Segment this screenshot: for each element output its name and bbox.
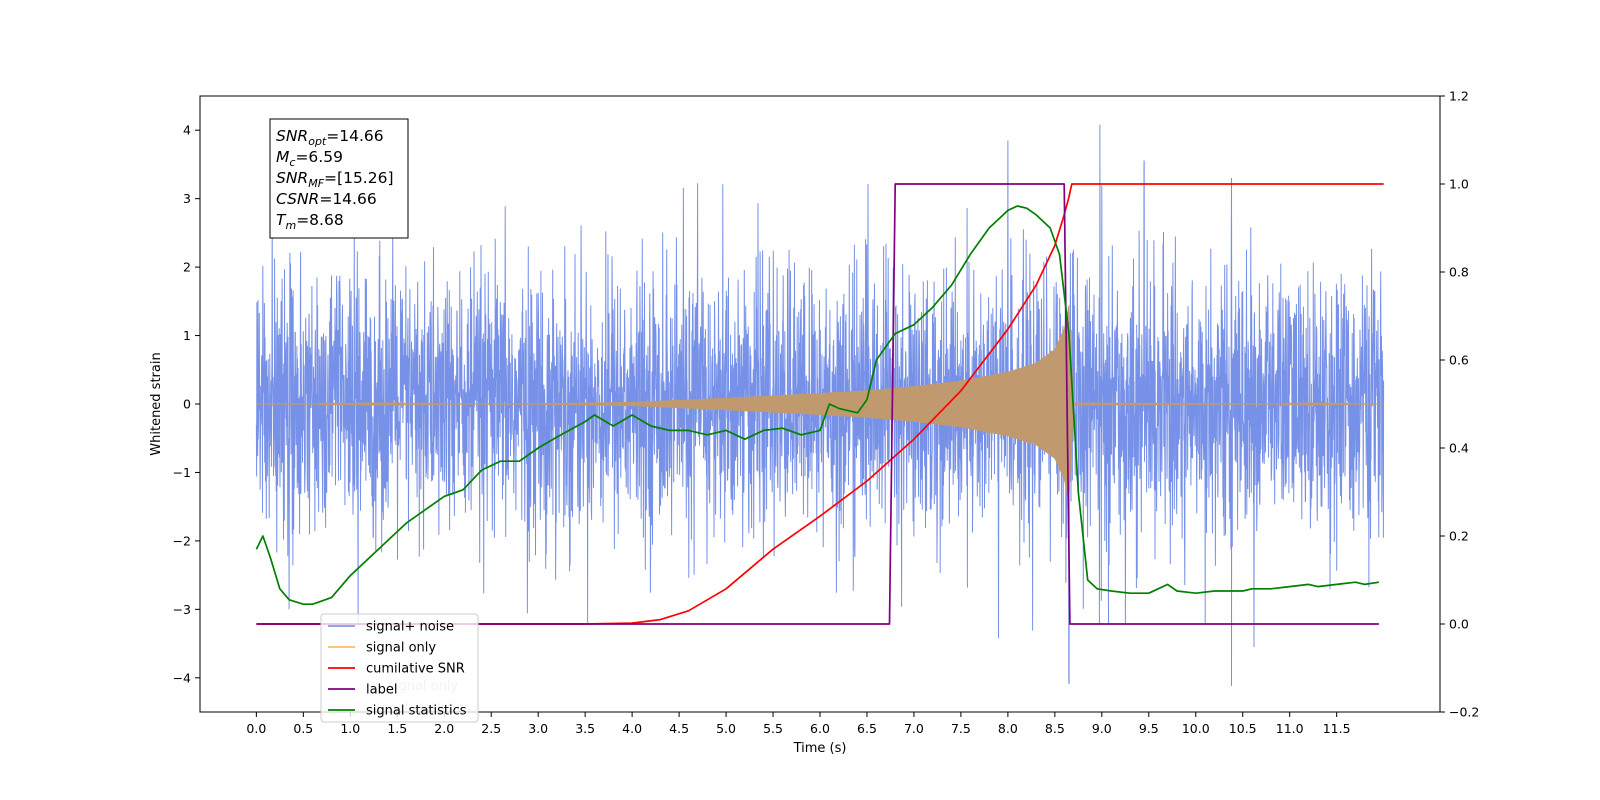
x-tick-label: 5.0 [716,721,736,736]
info-line: SNRMF=[15.26] [276,169,394,190]
info-line-value: =14.66 [326,127,383,145]
x-tick-label: 8.0 [998,721,1018,736]
y2-tick-label: 0.0 [1449,617,1469,632]
y-tick-label: −2 [173,533,191,548]
legend-label: signal only [366,641,436,656]
y-tick-label: 0 [183,397,191,412]
legend-label: label [366,683,397,698]
y2-tick-label: 0.6 [1449,353,1469,368]
x-tick-label: 4.5 [669,721,689,736]
y-axis-left: −4 −3 −2 −1 0 1 2 3 4 [173,123,200,685]
legend: signal only signal statistics signal+ nois… [320,613,479,723]
legend-label: signal+ noise [366,620,454,635]
info-line-symbol: SNR [276,127,308,145]
x-tick-label: 7.5 [951,721,971,736]
y2-tick-label: 0.8 [1449,265,1469,280]
x-tick-label: 2.0 [434,721,454,736]
legend-frame [320,613,479,723]
info-line: Tm=8.68 [276,211,344,232]
info-line-value: =[15.26] [324,169,393,187]
x-tick-label: 11.5 [1323,721,1351,736]
x-tick-label: 5.5 [763,721,783,736]
legend-label: signal statistics [366,704,467,719]
info-line-symbol: CSNR [276,190,319,208]
x-tick-label: 6.0 [810,721,830,736]
x-tick-label: 4.0 [622,721,642,736]
x-tick-label: 0.5 [293,721,313,736]
y2-tick-label: 1.0 [1449,177,1469,192]
info-line-subscript: MF [308,177,324,190]
x-tick-label: 9.0 [1092,721,1112,736]
series-signal-noise-line [255,124,1385,687]
x-tick-label: 10.5 [1229,721,1257,736]
info-line: SNRopt=14.66 [276,127,384,148]
info-line-subscript: m [285,219,296,232]
x-tick-label: 3.0 [528,721,548,736]
x-tick-label: 9.5 [1139,721,1159,736]
info-box-frame [269,118,409,239]
info-line-value: =6.59 [295,148,343,166]
series-layer [255,124,1385,687]
x-tick-label: 8.5 [1045,721,1065,736]
y2-tick-label: 0.2 [1449,529,1469,544]
info-line: Mc=6.59 [276,148,343,169]
y-tick-label: 3 [183,191,191,206]
x-tick-label: 1.5 [387,721,407,736]
x-axis: 0.0 0.5 1.0 1.5 2.0 2.5 3.0 3.5 4.0 4.5 5.0 5.5 6.0 6… [246,712,1351,736]
x-axis-title: Time (s) [793,741,847,756]
y2-tick-label: −0.2 [1449,705,1479,720]
info-line-subscript: c [289,156,295,169]
y-tick-label: 1 [183,328,191,343]
legend-label: cumilative SNR [366,662,465,677]
y-tick-label: 4 [183,123,191,138]
x-tick-label: 1.0 [340,721,360,736]
series-signal-only-line [256,305,1384,502]
y-tick-label: −4 [173,670,191,685]
x-tick-label: 2.5 [481,721,501,736]
info-line: CSNR=14.66 [276,190,377,208]
x-tick-label: 7.0 [904,721,924,736]
y-tick-label: −1 [173,465,191,480]
y2-tick-label: 1.2 [1449,89,1469,104]
y2-tick-label: 0.4 [1449,441,1469,456]
info-line-value: =14.66 [319,190,376,208]
info-line-symbol: T [276,211,287,229]
x-tick-label: 6.5 [857,721,877,736]
y-tick-label: −3 [173,602,191,617]
x-tick-label: 10.0 [1182,721,1210,736]
y-tick-label: 2 [183,260,191,275]
y-axis-right: −0.2 0.0 0.2 0.4 0.6 0.8 1.0 1.2 [1440,89,1479,720]
info-line-symbol: M [276,148,289,166]
info-line-value: =8.68 [296,211,344,229]
info-line-symbol: SNR [276,169,308,187]
info-box: SNRopt=14.66Mc=6.59SNRMF=[15.26]CSNR=14.… [269,118,409,239]
info-line-subscript: opt [308,135,327,148]
x-tick-label: 0.0 [246,721,266,736]
x-tick-label: 3.5 [575,721,595,736]
series-signal-statistics-line [255,205,1380,606]
y-axis-title: Whitened strain [149,352,164,455]
x-tick-label: 11.0 [1276,721,1304,736]
series-label-line [256,183,1379,625]
